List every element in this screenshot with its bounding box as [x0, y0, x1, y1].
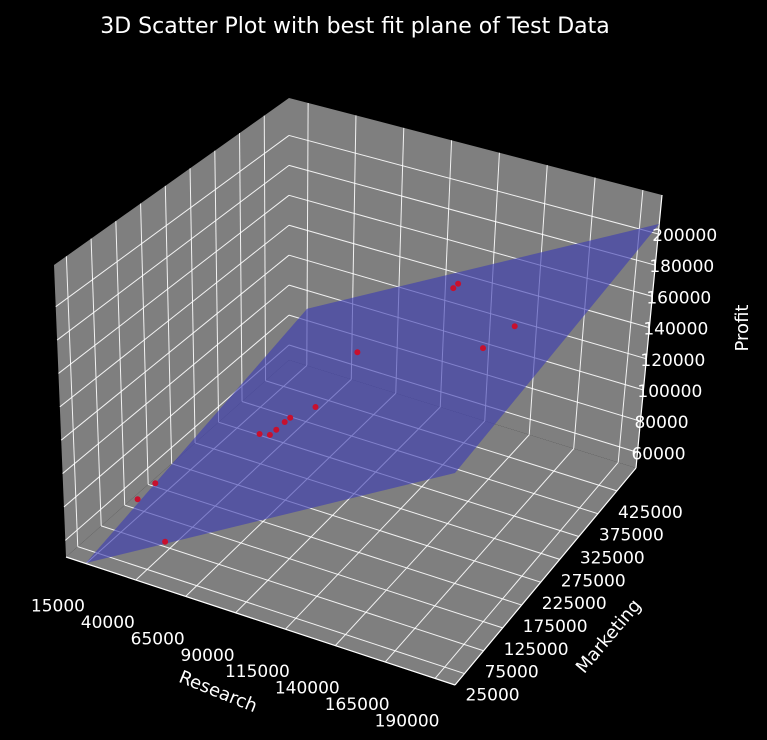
y-tick-label: 175000	[523, 617, 588, 637]
grid-line-y	[115, 221, 126, 506]
z-tick-label: 180000	[649, 257, 714, 277]
data-point	[281, 419, 288, 425]
x-tick-label: 90000	[181, 646, 235, 666]
data-point	[256, 431, 263, 437]
data-point	[455, 280, 462, 287]
z-tick-label: 100000	[637, 382, 702, 402]
z-tick-label: 140000	[643, 320, 708, 340]
x-tick-label: 15000	[31, 597, 85, 617]
data-points-layer	[134, 280, 518, 545]
y-tick-label: 325000	[580, 549, 645, 569]
y-tick-label: 425000	[618, 503, 683, 523]
chart-title: 3D Scatter Plot with best fit plane of T…	[100, 14, 610, 39]
z-tick-label: 120000	[640, 351, 705, 371]
grid-line-x	[434, 462, 619, 679]
z-axis-line	[635, 194, 663, 469]
z-tick-label: 80000	[634, 413, 688, 433]
x-tick-labels: 1500040000650009000011500014000016500019…	[31, 597, 440, 732]
data-point	[152, 480, 159, 487]
z-axis-label: Profit	[732, 305, 753, 352]
grid-line-z	[55, 135, 290, 308]
data-point	[450, 285, 457, 292]
y-tick-label: 125000	[504, 640, 569, 660]
grid-line-y	[189, 168, 196, 443]
grid-line-z	[59, 224, 290, 408]
grid-line-z	[62, 284, 290, 474]
data-point	[312, 404, 319, 410]
y-tick-label: 225000	[542, 594, 607, 614]
z-tick-label: 60000	[631, 444, 685, 464]
grid-line-y	[77, 546, 465, 675]
data-point	[134, 496, 141, 503]
best-fit-plane	[85, 223, 660, 563]
best-fit-plane-layer	[85, 223, 660, 563]
back-left-pane	[54, 98, 289, 557]
grid-line-y	[90, 238, 102, 526]
grid-line-y	[214, 150, 220, 423]
grid-line-y	[140, 203, 149, 485]
grid-line-y	[164, 185, 173, 464]
grid-line-x	[384, 448, 575, 663]
grid-line-y	[101, 525, 484, 652]
data-point	[354, 349, 361, 356]
grid-line-z	[60, 254, 290, 441]
x-tick-label: 65000	[131, 629, 185, 649]
z-tick-label: 160000	[646, 288, 711, 308]
y-axis-line	[454, 467, 637, 686]
axis-lines	[65, 194, 663, 686]
grid-line-x	[334, 434, 530, 646]
y-tick-labels: 25000 75000 125000 175000 225000 275000325000…	[466, 503, 683, 706]
grid-line-z	[288, 134, 659, 235]
grid-line-y	[239, 133, 243, 402]
data-point	[287, 414, 294, 421]
y-tick-label: 75000	[485, 663, 539, 683]
x-tick-label: 190000	[375, 711, 440, 731]
y-tick-label: 275000	[561, 571, 626, 591]
x-tick-label: 115000	[225, 662, 290, 682]
data-point	[162, 538, 169, 545]
y-tick-label: 375000	[599, 526, 664, 546]
x-axis-line	[65, 556, 456, 686]
data-point	[273, 426, 280, 433]
grid-line-y	[263, 115, 267, 381]
x-tick-label: 165000	[325, 695, 390, 715]
grid-line-y	[65, 256, 79, 547]
z-tick-label: 200000	[652, 226, 717, 246]
grid-line-z	[58, 194, 290, 374]
z-tick-labels: 60000 80000 100000 120000 140000 160000 180000…	[631, 226, 717, 464]
data-point	[511, 323, 518, 330]
grid-line-z	[56, 164, 290, 341]
y-tick-label: 25000	[466, 686, 520, 706]
grid-line-z	[63, 314, 290, 508]
x-tick-label: 140000	[275, 679, 340, 699]
data-point	[480, 345, 486, 352]
data-point	[266, 431, 273, 438]
x-tick-label: 40000	[81, 613, 135, 633]
